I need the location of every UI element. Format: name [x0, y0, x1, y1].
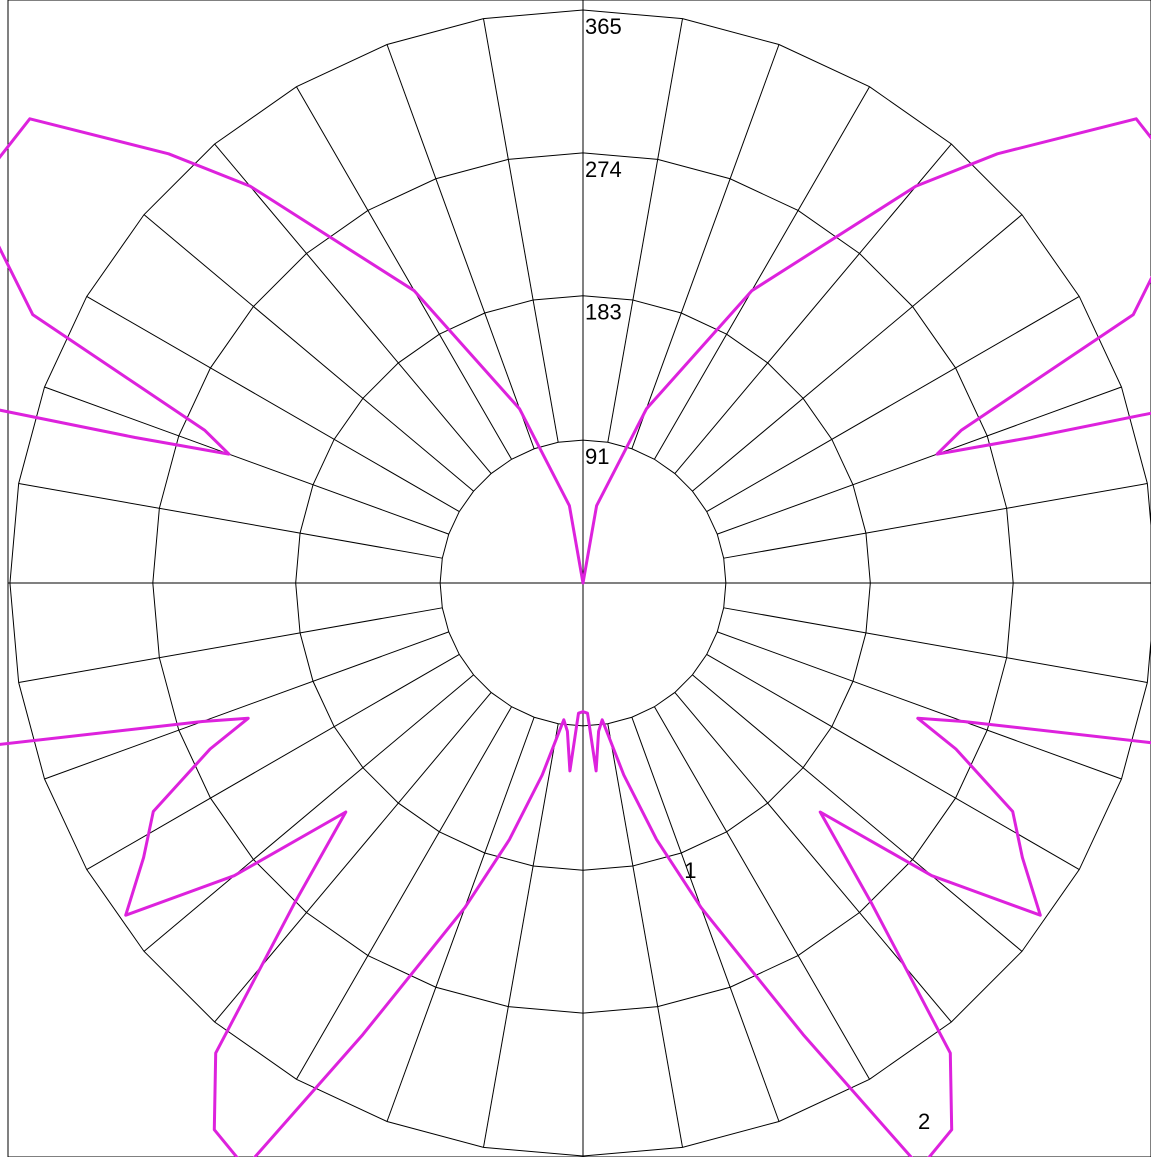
- grid-spoke-110: [717, 386, 1122, 535]
- radial-tick-labels: 91 183 274 365: [585, 14, 622, 469]
- grid-spoke-210: [296, 86, 512, 460]
- curve-labels: 123: [684, 858, 930, 1134]
- grid-spoke-290: [44, 631, 449, 780]
- grid-spoke-120: [706, 296, 1080, 512]
- grid-spoke-260: [18, 482, 443, 559]
- grid-spoke-330: [296, 706, 512, 1080]
- grid-spoke-160: [631, 44, 780, 449]
- radial-tick-label: 91: [585, 444, 609, 469]
- grid-spoke-310: [143, 674, 474, 952]
- grid-spoke-230: [143, 214, 474, 492]
- grid-spoke-150: [654, 86, 870, 460]
- grid-spoke-30: [654, 706, 870, 1080]
- grid-spoke-350: [482, 723, 559, 1148]
- radial-tick-label: 365: [585, 14, 622, 39]
- grid-spoke-10: [607, 723, 684, 1148]
- grid-spoke-170: [607, 18, 684, 443]
- grid-spoke-280: [18, 607, 443, 684]
- grid-spoke-250: [44, 386, 449, 535]
- radial-tick-label: 274: [585, 157, 622, 182]
- series-0-left-half: [0, 117, 585, 1157]
- grid-spoke-200: [386, 44, 535, 449]
- series-0-right-half: [581, 117, 1151, 1157]
- grid-spoke-100: [723, 482, 1148, 559]
- curve-label-1: 1: [684, 858, 696, 883]
- grid-spoke-220: [214, 143, 492, 474]
- radial-tick-label: 183: [585, 300, 622, 325]
- grid-spoke-50: [692, 674, 1023, 952]
- grid-spoke-130: [692, 214, 1023, 492]
- curve-label-2: 2: [918, 1109, 930, 1134]
- grid-spoke-240: [86, 296, 460, 512]
- grid-spoke-80: [723, 607, 1148, 684]
- grid-spoke-20: [631, 717, 780, 1122]
- plot-frame: [7, 0, 1151, 1157]
- grid-spoke-70: [717, 631, 1122, 780]
- grid-spoke-190: [482, 18, 559, 443]
- series-layer: [0, 117, 1151, 1157]
- grid-spoke-140: [674, 143, 952, 474]
- grid-spoke-340: [386, 717, 535, 1122]
